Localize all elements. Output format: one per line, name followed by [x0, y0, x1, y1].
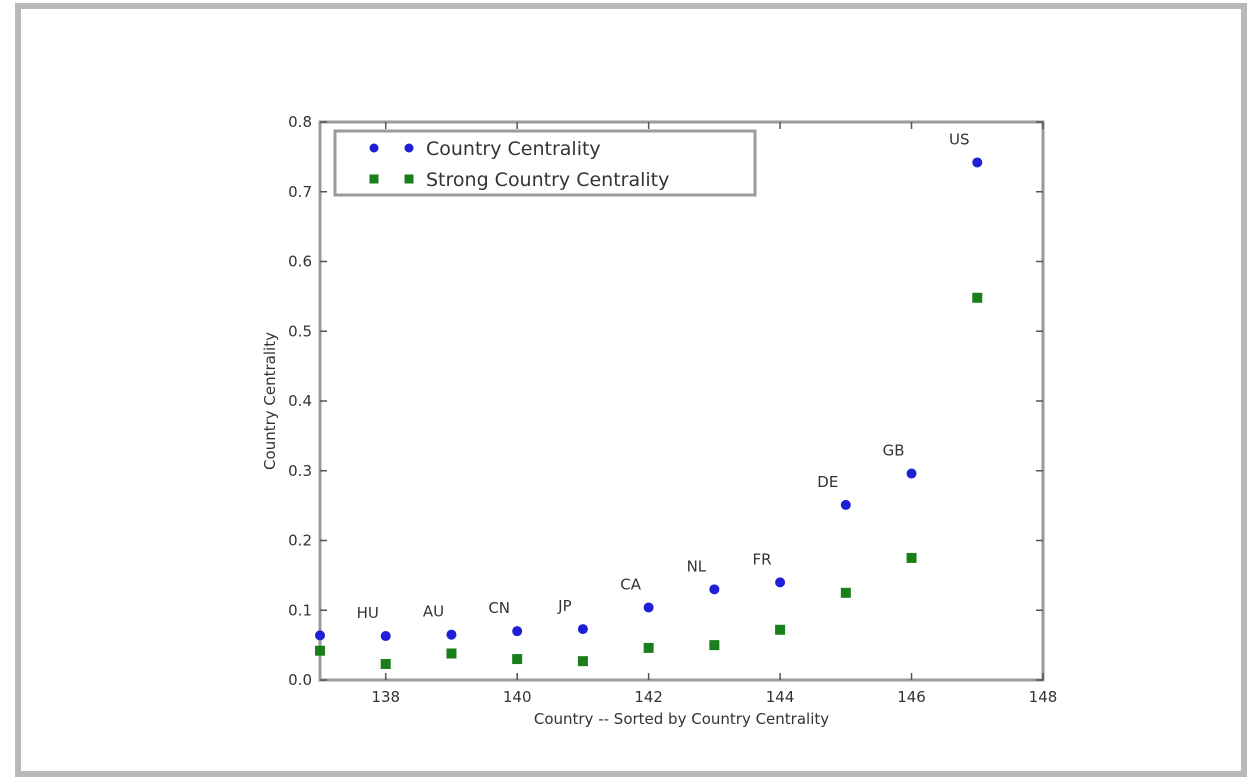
legend-items: Country Centrality Strong Country Central… [369, 138, 669, 191]
data-point-0 [577, 624, 588, 635]
y-axis-label: Country Centrality [261, 332, 279, 470]
point-label: NL [687, 557, 707, 575]
point-labels: HU AU CN JP CA NL FR DE GB US [357, 130, 970, 622]
x-axis-label: Country -- Sorted by Country Centrality [534, 710, 829, 728]
y-tick-label: 0.0 [288, 671, 312, 689]
legend-label: Country Centrality [426, 138, 601, 160]
point-label: CN [488, 599, 510, 617]
y-tick-label: 0.5 [288, 322, 312, 340]
y-tick-label: 0.4 [288, 392, 312, 410]
point-label: GB [883, 442, 905, 460]
x-tick-label: 140 [503, 688, 532, 706]
y-tick-label: 0.3 [288, 462, 312, 480]
data-point-0 [643, 602, 654, 613]
data-point-1 [380, 658, 391, 669]
data-point-1 [512, 654, 523, 665]
x-tick-label: 146 [897, 688, 926, 706]
point-label: US [949, 130, 970, 148]
y-axis-ticks: 0.0 0.1 0.2 0.3 0.4 0.5 0.6 0.7 0.8 [288, 113, 1043, 689]
data-point-1 [709, 640, 720, 651]
data-point-0 [446, 629, 457, 640]
y-tick-label: 0.6 [288, 253, 312, 271]
data-point-1 [643, 642, 654, 653]
data-point-1 [446, 648, 457, 659]
y-tick-label: 0.2 [288, 532, 312, 550]
point-label: FR [753, 550, 772, 568]
legend-marker-0 [404, 143, 414, 153]
data-point-1 [906, 552, 917, 563]
point-label: CA [620, 575, 641, 593]
data-point-1 [840, 587, 851, 598]
y-tick-label: 0.8 [288, 113, 312, 131]
plot-area [318, 120, 1045, 682]
data-point-0 [380, 631, 391, 642]
data-point-0 [709, 584, 720, 595]
legend-label: Strong Country Centrality [426, 169, 669, 191]
data-point-0 [512, 626, 523, 637]
x-axis-ticks: 138 140 142 144 146 148 [371, 122, 1057, 706]
data-point-0 [972, 157, 983, 168]
point-label: DE [817, 473, 838, 491]
data-point-0 [775, 577, 786, 588]
data-point-1 [315, 645, 325, 656]
y-tick-label: 0.1 [288, 601, 312, 619]
legend-box [333, 129, 757, 197]
data-point-1 [972, 292, 983, 303]
data-points [315, 157, 983, 669]
point-label: AU [423, 603, 444, 621]
data-point-1 [775, 624, 786, 635]
y-tick-label: 0.7 [288, 183, 312, 201]
point-label: JP [557, 597, 571, 615]
x-tick-label: 138 [371, 688, 400, 706]
x-tick-label: 144 [766, 688, 795, 706]
data-point-0 [315, 630, 325, 641]
point-label: HU [357, 604, 379, 622]
data-point-1 [577, 656, 588, 667]
data-point-0 [906, 468, 917, 479]
legend: Country Centrality Strong Country Central… [333, 129, 757, 197]
legend-marker-1 [404, 174, 414, 184]
legend-marker-0 [369, 143, 379, 153]
data-point-0 [840, 499, 851, 510]
x-tick-label: 142 [634, 688, 663, 706]
legend-marker-1 [369, 174, 379, 184]
x-tick-label: 148 [1029, 688, 1058, 706]
